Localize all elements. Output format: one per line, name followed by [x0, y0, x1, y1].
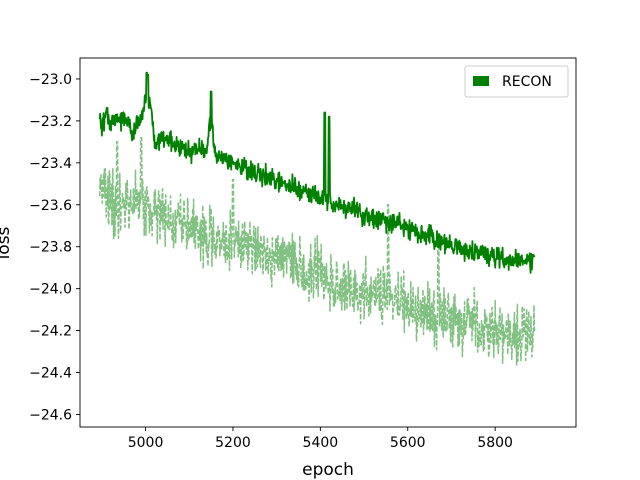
x-tick-label: 5000	[128, 435, 164, 451]
legend-label-recon: RECON	[502, 74, 552, 90]
series-layer	[98, 71, 536, 366]
x-tick-label: 5400	[303, 435, 339, 451]
legend: RECON	[464, 65, 569, 98]
legend-box	[464, 65, 569, 98]
plot-frame	[79, 57, 577, 428]
y-axis: −23.0 −23.2 −23.4 −23.6 −23.8 −24.0 −24.2 −24.4…	[29, 72, 80, 423]
series-line-recon	[98, 71, 536, 274]
y-tick-label: −23.8	[29, 240, 72, 256]
y-tick-label: −23.6	[29, 198, 72, 214]
y-tick-label: −23.2	[29, 114, 72, 130]
y-tick-label: −24.2	[29, 324, 72, 340]
y-tick-label: −24.6	[29, 407, 72, 423]
y-tick-label: −24.4	[29, 365, 72, 381]
y-tick-label: −24.0	[29, 282, 72, 298]
legend-swatch	[473, 76, 489, 86]
plot-background	[80, 58, 576, 427]
series-line-dashed	[98, 136, 536, 366]
y-tick-label: −23.0	[29, 72, 72, 88]
x-tick-label: 5600	[390, 435, 426, 451]
x-tick-label: 5200	[215, 435, 251, 451]
x-axis: 5000 5200 5400 5600 5800	[128, 427, 513, 451]
x-axis-label: epoch	[302, 460, 354, 480]
y-tick-label: −23.4	[29, 156, 72, 172]
y-axis-label: loss	[0, 226, 14, 259]
x-tick-label: 5800	[477, 435, 513, 451]
